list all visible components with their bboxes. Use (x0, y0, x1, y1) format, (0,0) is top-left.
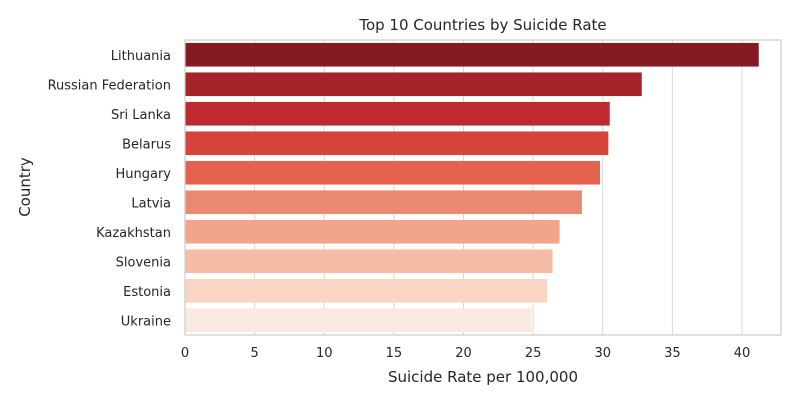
y-tick-label: Hungary (115, 167, 171, 182)
bar-sri-lanka (185, 101, 610, 126)
y-tick-labels: Lithuania Russian Federation Sri Lanka Bela… (48, 49, 172, 330)
x-tick-label: 0 (181, 346, 189, 361)
x-tick-label: 25 (525, 346, 542, 361)
y-tick-label: Ukraine (121, 314, 171, 329)
x-axis-title: Suicide Rate per 100,000 (388, 368, 578, 386)
x-tick-labels: 0 5 10 15 20 25 30 35 40 (181, 346, 750, 361)
bar-ukraine (185, 308, 532, 333)
bar-kazakhstan (185, 219, 560, 244)
bar-slovenia (185, 249, 553, 274)
y-tick-label: Lithuania (111, 49, 171, 64)
plot-frame (184, 39, 782, 336)
x-tick-label: 40 (734, 346, 751, 361)
y-axis-title: Country (16, 157, 34, 217)
y-tick-label: Kazakhstan (96, 226, 171, 241)
x-tick-label: 15 (386, 346, 403, 361)
x-tick-label: 30 (594, 346, 611, 361)
x-tick-label: 5 (250, 346, 258, 361)
y-tick-label: Slovenia (116, 255, 171, 270)
bar-latvia (185, 190, 582, 215)
y-tick-label: Sri Lanka (111, 108, 171, 123)
bar-russian-federation (185, 72, 642, 97)
x-tick-label: 35 (664, 346, 681, 361)
y-tick-label: Latvia (131, 196, 171, 211)
x-tick-label: 20 (455, 346, 472, 361)
y-tick-label: Russian Federation (48, 78, 171, 93)
bar-lithuania (185, 42, 759, 67)
bar-hungary (185, 160, 600, 185)
y-tick-label: Belarus (122, 137, 171, 152)
bar-belarus (185, 131, 609, 156)
y-tick-label: Estonia (123, 285, 171, 300)
bars (185, 42, 759, 333)
x-tick-label: 10 (316, 346, 333, 361)
bar-estonia (185, 278, 548, 303)
chart-title: Top 10 Countries by Suicide Rate (358, 16, 606, 34)
